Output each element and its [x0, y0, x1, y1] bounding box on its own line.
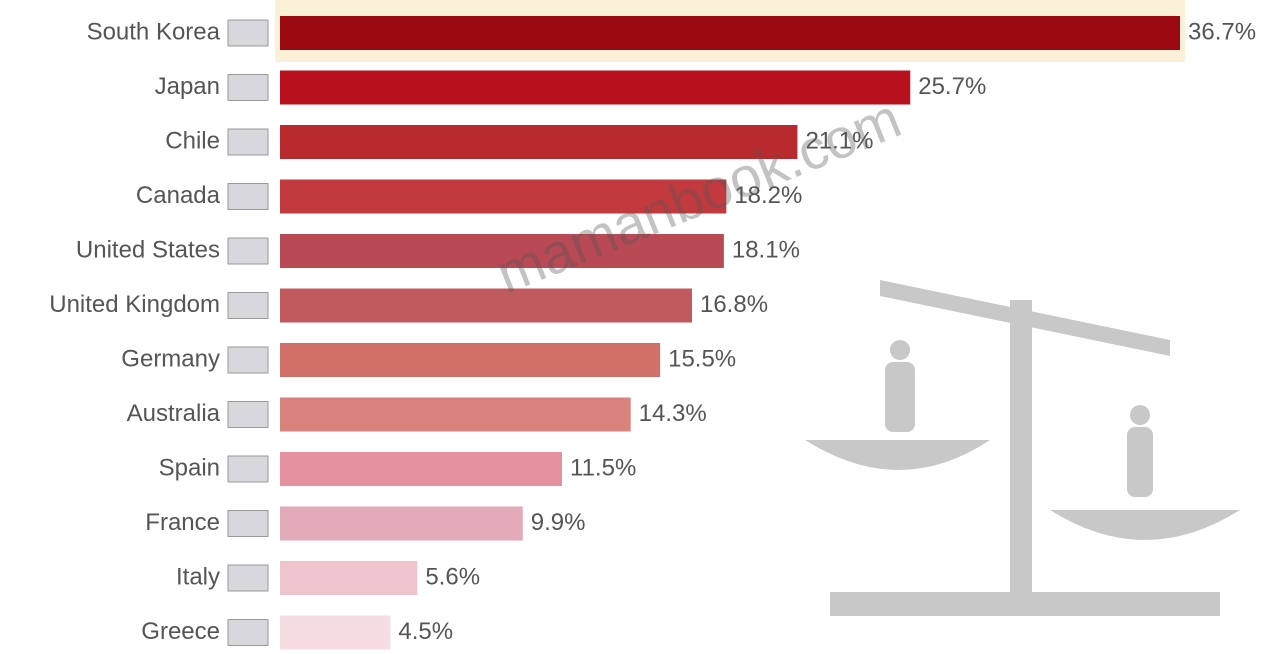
flag-icon	[228, 20, 268, 46]
category-label: Greece	[141, 618, 220, 645]
category-label: Italy	[176, 563, 220, 590]
category-label: United States	[76, 236, 220, 263]
category-label: Australia	[127, 400, 221, 427]
bar	[280, 343, 660, 377]
scale-illustration	[805, 280, 1240, 616]
flag-icon	[228, 620, 268, 646]
category-label: United Kingdom	[49, 291, 220, 318]
value-label: 14.3%	[639, 400, 707, 427]
category-label: Canada	[136, 182, 221, 209]
chart: South Korea36.7%Japan25.7%Chile21.1%Cana…	[0, 0, 1281, 654]
bar	[280, 452, 562, 486]
bar	[280, 16, 1180, 50]
flag-icon	[228, 238, 268, 264]
category-label: South Korea	[87, 18, 221, 45]
bar	[280, 616, 390, 650]
bar	[280, 561, 417, 595]
category-label: Germany	[121, 345, 220, 372]
value-label: 5.6%	[425, 563, 480, 590]
bar	[280, 507, 523, 541]
flag-icon	[228, 511, 268, 537]
value-label: 18.1%	[732, 236, 800, 263]
value-label: 11.5%	[570, 454, 636, 481]
category-label: Spain	[159, 454, 220, 481]
value-label: 36.7%	[1188, 18, 1256, 45]
flag-icon	[228, 565, 268, 591]
category-label: France	[145, 509, 220, 536]
value-label: 4.5%	[398, 618, 453, 645]
category-label: Chile	[165, 127, 220, 154]
bar	[280, 289, 692, 323]
value-label: 25.7%	[918, 73, 986, 100]
category-label: Japan	[155, 73, 220, 100]
value-label: 16.8%	[700, 291, 768, 318]
flag-icon	[228, 129, 268, 155]
flag-icon	[228, 456, 268, 482]
value-label: 15.5%	[668, 345, 736, 372]
flag-icon	[228, 184, 268, 210]
bar	[280, 398, 631, 432]
flag-icon	[228, 75, 268, 101]
value-label: 9.9%	[531, 509, 586, 536]
flag-icon	[228, 293, 268, 319]
bar	[280, 71, 910, 105]
flag-icon	[228, 347, 268, 373]
flag-icon	[228, 402, 268, 428]
